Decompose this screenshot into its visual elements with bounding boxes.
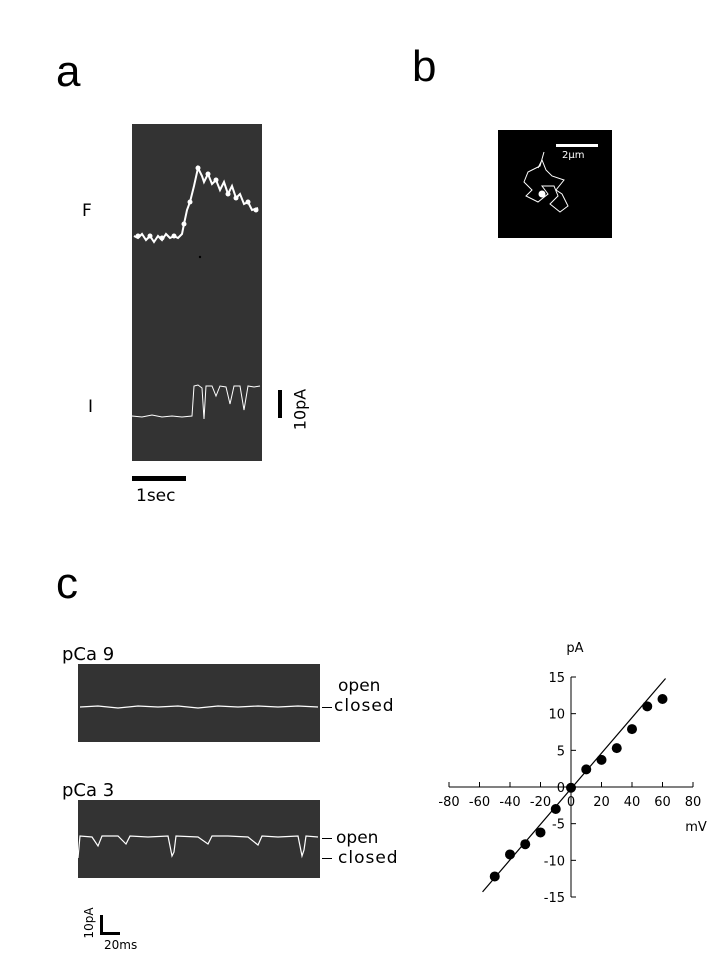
y-axis-label: pA	[566, 641, 583, 656]
time-scale-bar	[132, 476, 186, 481]
trace2-signal	[77, 835, 319, 859]
image-scale-bar	[556, 144, 598, 147]
current-scale-bar	[278, 390, 282, 418]
x-axis-label: mV	[685, 820, 707, 835]
x-tick-label: -40	[499, 795, 520, 810]
trace2-closed-label: closed	[338, 848, 399, 868]
data-point	[535, 827, 546, 838]
current-scale-label: 10pA	[289, 386, 310, 432]
c-scale-time-label: 20ms	[104, 938, 138, 952]
time-scale-label: 1sec	[136, 486, 176, 506]
y-tick-label: 15	[548, 671, 565, 686]
fluorescence-label: F	[82, 201, 92, 221]
x-tick-label: 20	[593, 795, 610, 810]
current-label: I	[88, 397, 94, 417]
fluorescence-trace	[133, 165, 259, 244]
data-point	[566, 782, 576, 793]
current-scale-text: 10pA	[290, 388, 310, 431]
trace1-signal	[79, 705, 319, 709]
y-tick-label: 10	[548, 708, 565, 723]
trace2-open-label: open	[336, 828, 379, 848]
trace1-open-tick	[322, 707, 332, 708]
x-tick-label: 80	[685, 795, 702, 810]
panel-a-traces	[131, 165, 261, 420]
data-point	[520, 839, 531, 850]
y-tick-label: -5	[552, 818, 565, 833]
panel-b-letter: b	[412, 42, 437, 91]
data-point	[627, 724, 637, 735]
x-tick-label: -60	[469, 795, 490, 810]
data-point	[596, 754, 607, 765]
trace1-recording	[78, 664, 320, 742]
y-tick-label: -10	[544, 854, 565, 869]
x-tick-label: -80	[438, 795, 459, 810]
x-tick-label: 40	[624, 795, 641, 810]
c-scale-current-text: 10pA	[82, 907, 96, 939]
trace2-open-tick	[322, 838, 332, 839]
trace1-title: pCa 9	[62, 644, 115, 665]
current-trace	[131, 384, 261, 420]
x-tick-label: -20	[530, 795, 551, 810]
trace1-closed-label: closed	[334, 696, 395, 716]
trace1-open-label: open	[338, 676, 381, 696]
data-point	[489, 871, 500, 882]
data-point	[550, 804, 561, 814]
data-point	[642, 701, 653, 712]
trace2-recording	[77, 800, 320, 878]
c-scale-vertical	[100, 915, 103, 935]
particle-track-image: 2μm	[498, 130, 612, 238]
particle-track	[523, 144, 598, 213]
panel-a-letter: a	[56, 47, 81, 96]
panel-c-letter: c	[56, 559, 78, 608]
y-tick-label: 5	[557, 744, 565, 759]
data-point	[611, 743, 622, 754]
y-tick-label: 0	[557, 781, 565, 796]
panel-a-recording	[131, 124, 262, 461]
data-point	[505, 849, 515, 860]
c-scale-horizontal	[100, 932, 120, 935]
y-tick-label: -15	[544, 891, 565, 906]
x-tick-label: 60	[654, 795, 671, 810]
x-tick-label: 0	[567, 795, 575, 810]
c-scale-current-label: 10pA	[82, 904, 96, 940]
data-point	[657, 694, 668, 704]
trace2-title: pCa 3	[62, 780, 115, 801]
data-point	[581, 764, 592, 775]
image-scale-text: 2μm	[562, 150, 585, 161]
trace2-closed-tick	[322, 858, 332, 859]
